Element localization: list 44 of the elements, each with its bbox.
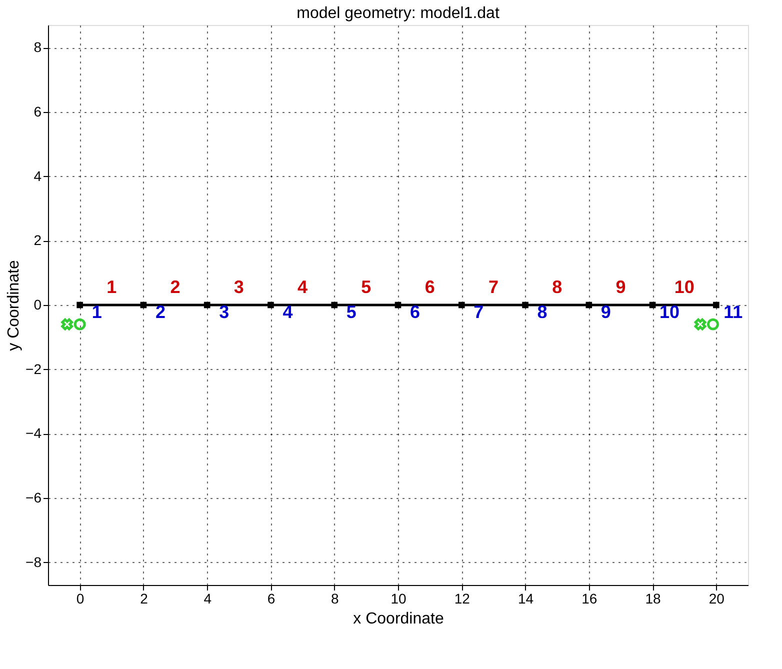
annotation: 1 xyxy=(106,277,117,297)
annotation: 7 xyxy=(474,302,484,322)
annotation: 9 xyxy=(600,302,611,322)
annotation: 5 xyxy=(346,302,356,322)
y-tick-label: −4 xyxy=(26,425,42,442)
y-tick-label: 8 xyxy=(34,39,42,56)
annotation: 10 xyxy=(674,277,694,297)
annotation: 6 xyxy=(424,277,435,297)
y-axis-title: y Coordinate xyxy=(6,260,23,351)
x-tick-label: 6 xyxy=(267,590,276,606)
y-tick-label: −2 xyxy=(26,360,42,377)
annotation: 9 xyxy=(616,277,626,297)
x-tick-label: 16 xyxy=(582,590,598,606)
x-tick-label: 18 xyxy=(645,590,662,606)
x-tick-label: 20 xyxy=(708,590,725,606)
x-tick-label: 8 xyxy=(330,590,339,606)
annotation: 10 xyxy=(660,302,680,322)
y-tick-label: 0 xyxy=(34,296,42,312)
x-tick-label: 12 xyxy=(454,590,470,606)
y-tick-label: −6 xyxy=(26,490,42,506)
x-tick-label: 10 xyxy=(390,590,406,606)
x-tick-label: 2 xyxy=(140,590,148,606)
annotation: 3 xyxy=(219,302,230,322)
x-axis-title: x Coordinate xyxy=(353,610,444,628)
annotation: 2 xyxy=(170,277,180,297)
annotation: 11 xyxy=(724,302,743,322)
annotation: 8 xyxy=(537,302,548,322)
y-tick-label: −8 xyxy=(26,554,42,570)
annotation: 4 xyxy=(298,277,308,297)
chart-title: model geometry: model1.dat xyxy=(296,5,500,22)
x-tick-label: 4 xyxy=(204,590,212,606)
y-tick-label: 4 xyxy=(34,168,42,184)
annotation: 8 xyxy=(552,277,562,297)
annotation: 3 xyxy=(234,277,244,297)
annotation: 7 xyxy=(488,277,498,297)
annotation: 4 xyxy=(282,302,293,322)
x-tick-label: 14 xyxy=(518,590,534,606)
y-tick-label: 6 xyxy=(34,103,42,120)
annotation: 2 xyxy=(155,302,166,322)
annotation: 6 xyxy=(410,302,420,322)
x-tick-label: 0 xyxy=(76,590,84,606)
annotation: 1 xyxy=(92,302,102,322)
annotation: 5 xyxy=(361,277,372,297)
y-tick-label: 2 xyxy=(34,232,42,248)
